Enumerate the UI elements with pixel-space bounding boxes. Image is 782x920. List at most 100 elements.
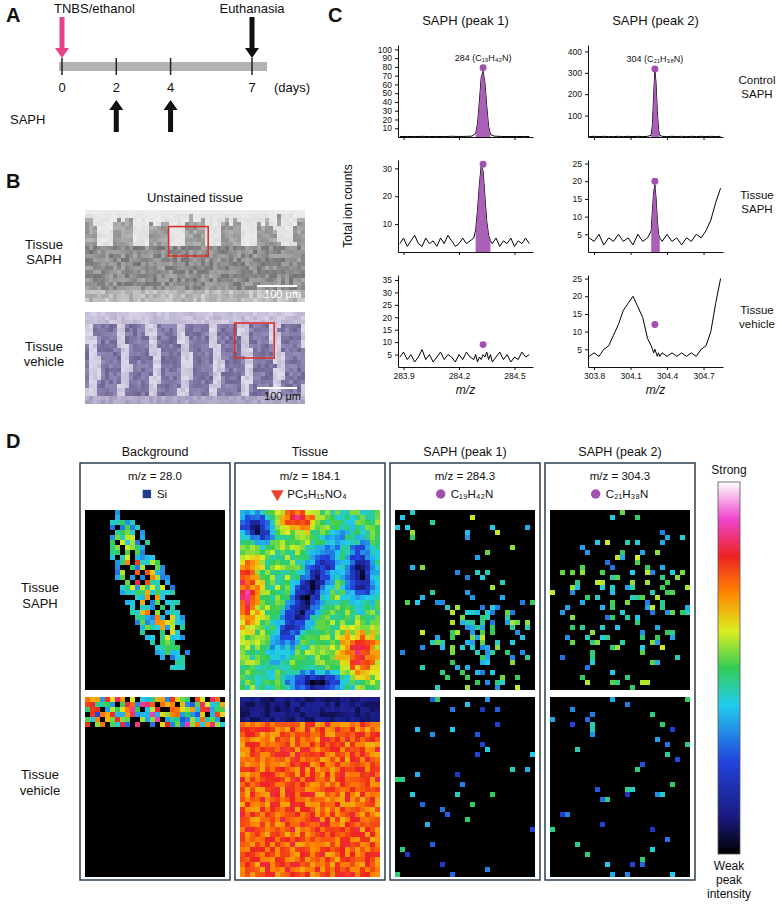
pixel — [249, 234, 253, 238]
pixel — [289, 250, 293, 254]
pixel — [253, 340, 257, 344]
pixel — [289, 340, 293, 344]
pixel — [241, 246, 245, 250]
pixel — [177, 360, 181, 364]
pixel — [189, 316, 193, 320]
pixel — [113, 234, 117, 238]
pixel — [237, 340, 241, 344]
pixel — [225, 270, 229, 274]
pixel — [273, 246, 277, 250]
pixel — [169, 298, 173, 302]
pixel — [85, 328, 89, 332]
pixel — [193, 352, 197, 356]
pixel — [257, 266, 261, 270]
pixel — [177, 242, 181, 246]
pixel — [217, 312, 221, 316]
pixel — [197, 230, 201, 234]
pixel — [145, 254, 149, 258]
pixel — [281, 234, 285, 238]
pixel — [237, 348, 241, 352]
pixel — [173, 332, 177, 336]
pixel — [209, 282, 213, 286]
pixel — [125, 348, 129, 352]
pixel — [213, 286, 217, 290]
pixel — [193, 210, 197, 214]
pixel — [89, 352, 93, 356]
pixel — [285, 262, 289, 266]
pixel — [221, 250, 225, 254]
pixel — [229, 344, 233, 348]
pixel — [265, 344, 269, 348]
pixel — [229, 282, 233, 286]
pixel — [229, 312, 233, 316]
pixel — [273, 270, 277, 274]
pixel — [281, 214, 285, 218]
pixel — [141, 230, 145, 234]
pixel — [301, 210, 305, 214]
pixel — [125, 270, 129, 274]
pixel — [177, 238, 181, 242]
pixel — [277, 312, 281, 316]
pixel — [289, 218, 293, 222]
pixel — [297, 274, 301, 278]
pixel — [245, 312, 249, 316]
pixel — [125, 352, 129, 356]
pixel — [193, 336, 197, 340]
pixel — [125, 262, 129, 266]
pixel — [241, 210, 245, 214]
pixel — [229, 298, 233, 302]
pixel — [301, 332, 305, 336]
pixel — [125, 214, 129, 218]
pixel — [193, 294, 197, 298]
pixel — [125, 226, 129, 230]
pixel — [253, 316, 257, 320]
pixel — [177, 234, 181, 238]
pixel — [157, 230, 161, 234]
pixel — [225, 250, 229, 254]
pixel — [137, 270, 141, 274]
pixel — [269, 222, 273, 226]
pixel — [121, 262, 125, 266]
pixel — [161, 340, 165, 344]
pixel — [241, 332, 245, 336]
pixel — [225, 320, 229, 324]
pixel — [185, 332, 189, 336]
pixel — [261, 336, 265, 340]
pixel — [105, 336, 109, 340]
pixel — [217, 344, 221, 348]
pixel — [113, 258, 117, 262]
pixel — [293, 356, 297, 360]
pixel — [121, 324, 125, 328]
pixel — [241, 230, 245, 234]
pixel — [109, 328, 113, 332]
pixel — [237, 222, 241, 226]
pixel — [237, 214, 241, 218]
pixel — [281, 210, 285, 214]
pixel — [165, 286, 169, 290]
pixel — [189, 294, 193, 298]
pixel — [157, 332, 161, 336]
pixel — [245, 360, 249, 364]
pixel — [141, 282, 145, 286]
pixel — [93, 324, 97, 328]
pixel — [253, 214, 257, 218]
pixel — [213, 230, 217, 234]
pixel — [105, 266, 109, 270]
pixel — [129, 336, 133, 340]
pixel — [165, 266, 169, 270]
pixel — [213, 336, 217, 340]
pixel — [249, 312, 253, 316]
pixel — [97, 210, 101, 214]
pixel — [301, 324, 305, 328]
pixel — [109, 234, 113, 238]
pixel — [117, 250, 121, 254]
pixel — [85, 210, 89, 214]
pixel — [113, 282, 117, 286]
pixel — [129, 230, 133, 234]
pixel — [253, 328, 257, 332]
pixel — [113, 254, 117, 258]
pixel — [205, 222, 209, 226]
pixel — [285, 324, 289, 328]
pixel — [97, 242, 101, 246]
pixel — [101, 360, 105, 364]
